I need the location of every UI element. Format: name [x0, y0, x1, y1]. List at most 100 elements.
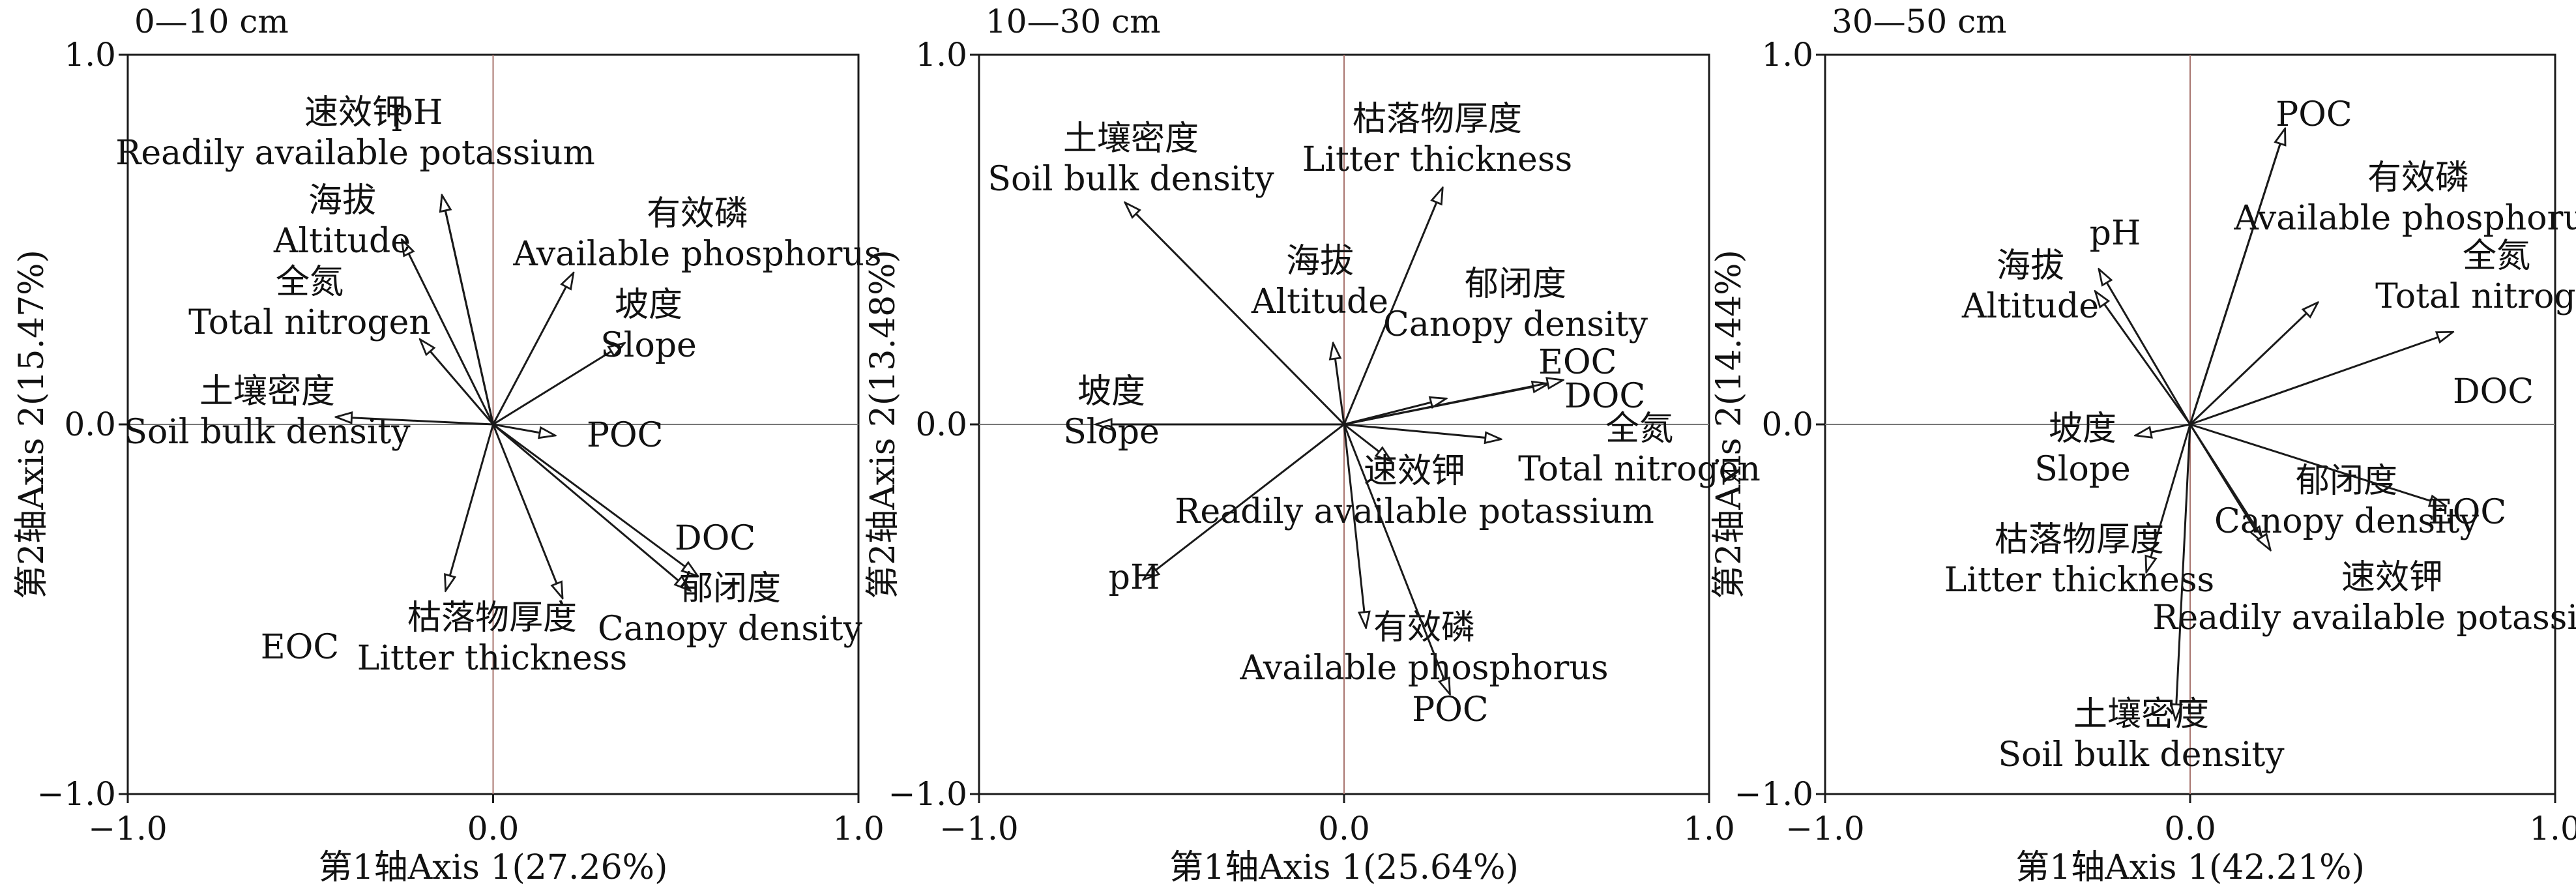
- vector-label: 郁闭度: [679, 569, 781, 608]
- vector-label: EOC: [261, 628, 339, 667]
- x-tick-label: 1.0: [2529, 810, 2576, 847]
- x-tick-label: 1.0: [832, 810, 885, 847]
- vector-label-en: Altitude: [1961, 287, 2099, 326]
- vector-label: POC: [2276, 95, 2352, 134]
- vector-label-en: Total nitrogen: [188, 303, 431, 342]
- vector-label: 枯落物厚度: [1353, 100, 1522, 139]
- x-tick-label: −1.0: [88, 810, 167, 847]
- panel-2: −1.0 0.0 1.0 1.0 0.0 −1.0 10—30 cm 第1轴Axis 1(25…: [864, 3, 1761, 884]
- vector-label: 有效磷: [647, 194, 748, 233]
- y-axis-label: 第2轴Axis 2(15.47%): [12, 250, 51, 599]
- vector-label: 海拔: [1997, 246, 2064, 286]
- vector-label-en: Readily available potassium: [2152, 598, 2576, 638]
- loading-vector: [1343, 423, 1392, 462]
- loading-vector: [420, 340, 494, 425]
- vector-label-en: Altitude: [1251, 282, 1388, 321]
- vector-label-en: Soil bulk density: [988, 160, 1274, 199]
- loading-vector: [336, 417, 493, 426]
- loading-vector: [493, 423, 555, 435]
- panel-1: −1.0 0.0 1.0 1.0 0.0 −1.0 0—10 cm 第1轴Axis 1(27.…: [12, 3, 885, 884]
- loading-vector: [2189, 423, 2446, 506]
- loading-vector: [492, 423, 691, 591]
- vector-label-en: Soil bulk density: [124, 413, 411, 452]
- x-axis-label: 第1轴Axis 1(25.64%): [1169, 848, 1519, 884]
- y-tick-label: 1.0: [915, 36, 967, 74]
- vector-label: 枯落物厚度: [407, 598, 577, 638]
- vector-label: pH: [2090, 214, 2141, 253]
- y-tick-label: 1.0: [1761, 36, 1813, 74]
- panel-3: −1.0 0.0 1.0 1.0 0.0 −1.0 30—50 cm 第1轴Axis 1(42…: [1710, 3, 2576, 884]
- loading-vector: [2135, 423, 2191, 435]
- loading-vector: [2146, 424, 2191, 572]
- vector-label-en: Total nitrogen: [2375, 277, 2576, 316]
- x-tick-label: 1.0: [1683, 810, 1735, 847]
- x-axis-label: 第1轴Axis 1(42.21%): [2015, 848, 2365, 884]
- loading-vector: [1343, 380, 1563, 426]
- vector-label-en: Readily available potassium: [115, 134, 595, 173]
- vector-label-en: Total nitrogen: [1518, 450, 1761, 489]
- vector-label: 枯落物厚度: [1995, 520, 2164, 559]
- y-tick-label: 0.0: [1761, 405, 1813, 443]
- x-tick-label: 0.0: [2164, 810, 2216, 847]
- vector-label: pH: [1109, 558, 1160, 597]
- vector-label: 土壤密度: [2073, 695, 2209, 734]
- vector-label: DOC: [2453, 372, 2534, 411]
- vector-label: 全氮: [2463, 237, 2530, 276]
- vector-label: 坡度: [615, 286, 682, 325]
- vector-label: 海拔: [1286, 242, 1354, 281]
- vector-label: DOC: [1564, 377, 1645, 416]
- vector-label-en: Canopy density: [1383, 305, 1648, 344]
- vector-label: 郁闭度: [2296, 462, 2397, 501]
- x-tick-label: 0.0: [467, 810, 520, 847]
- loading-vector: [2189, 128, 2285, 425]
- loading-vector: [1343, 424, 1450, 694]
- vector-label-en: Litter thickness: [357, 639, 627, 678]
- loading-vector: [1343, 188, 1442, 425]
- vector-label: 坡度: [2049, 409, 2116, 449]
- vector-label-en: Readily available potassium: [1175, 492, 1654, 531]
- y-tick-label: −1.0: [888, 775, 967, 813]
- loading-vector: [1333, 343, 1345, 425]
- y-tick-label: −1.0: [37, 775, 116, 813]
- vector-label: 坡度: [1077, 372, 1145, 411]
- vector-label: 有效磷: [2367, 158, 2469, 198]
- loading-vector: [492, 343, 625, 426]
- y-tick-label: 0.0: [915, 405, 967, 443]
- vector-label: 速效钾: [304, 93, 406, 132]
- vector-label-en: Litter thickness: [1302, 140, 1572, 179]
- loading-vector: [2176, 424, 2191, 720]
- vector-label-en: Litter thickness: [1944, 561, 2214, 600]
- y-tick-label: 0.0: [64, 405, 116, 443]
- vector-label: 土壤密度: [199, 372, 335, 411]
- vector-label: 郁闭度: [1465, 265, 1566, 304]
- vector-label-en: Available phosphorus: [1239, 649, 1608, 688]
- vector-label: POC: [1412, 690, 1488, 729]
- panel-title: 0—10 cm: [134, 3, 289, 40]
- x-axis-label: 第1轴Axis 1(27.26%): [319, 848, 668, 884]
- loading-vector: [2099, 269, 2191, 425]
- loading-vector: [1343, 424, 1366, 628]
- vector-label-en: Available phosphorus: [512, 235, 881, 274]
- vector-label: 速效钾: [1364, 452, 1465, 491]
- loading-vector: [446, 424, 494, 591]
- loading-vector: [492, 273, 574, 425]
- vector-label: pH: [392, 93, 443, 132]
- vector-label-en: Slope: [600, 326, 697, 365]
- vector-label-en: Slope: [2034, 450, 2131, 489]
- panel-title: 30—50 cm: [1832, 3, 2007, 40]
- vector-label-en: Altitude: [273, 222, 411, 261]
- y-tick-label: −1.0: [1734, 775, 1813, 813]
- vector-label: 土壤密度: [1063, 119, 1199, 158]
- y-axis-label: 第2轴Axis 2(14.44%): [1710, 250, 1749, 599]
- loading-vector: [2189, 424, 2270, 550]
- vector-label-en: Slope: [1063, 413, 1160, 452]
- loading-vector: [2189, 332, 2453, 426]
- y-tick-label: 1.0: [64, 36, 116, 74]
- vector-label-en: Available phosphorus: [2233, 199, 2576, 238]
- vector-label: 海拔: [308, 181, 376, 220]
- x-tick-label: −1.0: [939, 810, 1018, 847]
- x-tick-label: −1.0: [1785, 810, 1864, 847]
- x-tick-label: 0.0: [1318, 810, 1370, 847]
- loading-vector: [492, 424, 563, 598]
